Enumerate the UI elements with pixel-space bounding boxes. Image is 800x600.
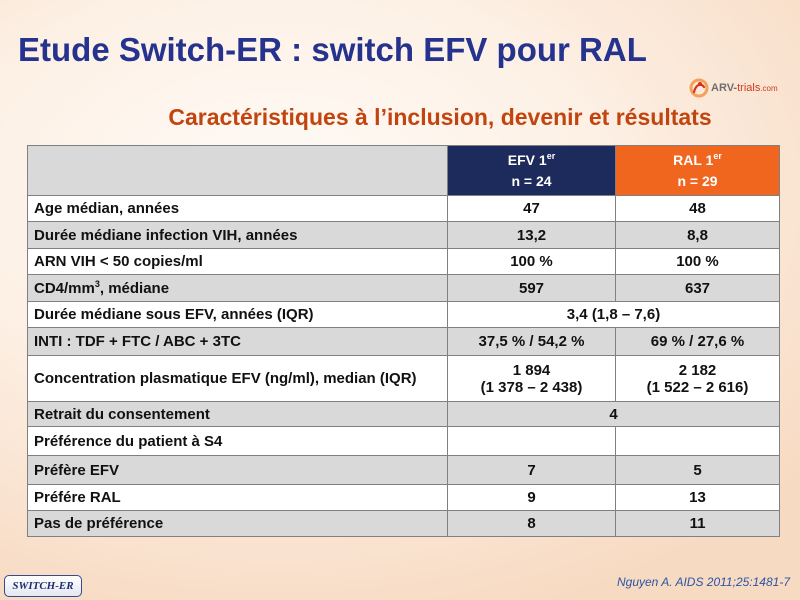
arv-trials-logo: ARV-trials.com <box>688 77 778 99</box>
ral-concentration-median: 2 182 <box>678 361 717 379</box>
efv-value-empty <box>447 426 616 456</box>
logo-wordmark: ARV-trials.com <box>711 81 778 96</box>
row-consent-withdrawal: Retrait du consentement 4 <box>27 401 780 427</box>
row-efv-concentration: Concentration plasmatique EFV (ng/ml), m… <box>27 355 780 402</box>
row-viral-load: ARN VIH < 50 copies/ml 100 % 100 % <box>27 248 780 275</box>
ral-arm-name: RAL 1 <box>673 151 714 168</box>
efv-arm-ordinal: er <box>546 150 556 161</box>
ral-concentration-cell: 2 182 (1 522 – 2 616) <box>615 355 780 402</box>
efv-value: 37,5 % / 54,2 % <box>447 327 616 356</box>
efv-concentration-iqr: (1 378 – 2 438) <box>480 378 583 396</box>
efv-value: 8 <box>447 510 616 537</box>
citation-reference: Nguyen A. AIDS 2011;25:1481-7 <box>616 575 790 589</box>
row-label: Concentration plasmatique EFV (ng/ml), m… <box>27 355 448 402</box>
merged-value: 4 <box>447 401 780 427</box>
ral-value: 100 % <box>615 248 780 275</box>
ral-value: 13 <box>615 484 780 511</box>
logo-wordmark-arv: ARV- <box>711 81 738 94</box>
row-cd4: CD4/mm3, médiane 597 637 <box>27 274 780 302</box>
slide-subtitle: Caractéristiques à l’inclusion, devenir … <box>168 104 712 130</box>
efv-arm-label: EFV 1er <box>454 150 609 171</box>
logo-wordmark-com: .com <box>760 83 778 93</box>
merged-value: 3,4 (1,8 – 7,6) <box>447 301 780 328</box>
ral-arm-count: n = 29 <box>677 172 718 189</box>
ral-value-empty <box>615 426 780 456</box>
efv-arm-count: n = 24 <box>511 172 552 189</box>
study-badge: SWITCH-ER <box>4 575 82 597</box>
row-efv-duration: Durée médiane sous EFV, années (IQR) 3,4… <box>27 301 780 328</box>
ral-arm-label: RAL 1er <box>622 150 773 171</box>
row-label: Durée médiane infection VIH, années <box>27 221 448 249</box>
cd4-label-exponent: 3 <box>94 278 100 289</box>
efv-concentration-cell: 1 894 (1 378 – 2 438) <box>447 355 616 402</box>
efv-value: 13,2 <box>447 221 616 249</box>
row-hiv-duration: Durée médiane infection VIH, années 13,2… <box>27 221 780 249</box>
row-label: Préfère EFV <box>27 455 448 485</box>
efv-value: 7 <box>447 455 616 485</box>
row-label: Age médian, années <box>27 195 448 222</box>
slide-title: Etude Switch-ER : switch EFV pour RAL <box>18 31 647 68</box>
header-cell-empty <box>27 145 448 196</box>
ral-value: 69 % / 27,6 % <box>615 327 780 356</box>
row-label: Préférence du patient à S4 <box>27 426 448 456</box>
ral-concentration-iqr: (1 522 – 2 616) <box>646 378 749 396</box>
header-cell-efv: EFV 1er n = 24 <box>447 145 616 196</box>
row-label: INTI : TDF + FTC / ABC + 3TC <box>27 327 448 356</box>
table-header-row: EFV 1er n = 24 RAL 1er n = 29 <box>27 145 780 196</box>
row-label: CD4/mm3, médiane <box>27 274 448 302</box>
row-nrti: INTI : TDF + FTC / ABC + 3TC 37,5 % / 54… <box>27 327 780 356</box>
row-label: ARN VIH < 50 copies/ml <box>27 248 448 275</box>
ral-value: 8,8 <box>615 221 780 249</box>
table-body: EFV 1er n = 24 RAL 1er n = 29 Age médian… <box>27 145 780 537</box>
efv-arm-name: EFV 1 <box>507 151 547 168</box>
row-prefers-efv: Préfère EFV 7 5 <box>27 455 780 485</box>
ral-value: 5 <box>615 455 780 485</box>
efv-value: 9 <box>447 484 616 511</box>
arv-trials-logo-icon <box>688 78 710 98</box>
row-label: Pas de préférence <box>27 510 448 537</box>
row-label: Durée médiane sous EFV, années (IQR) <box>27 301 448 328</box>
cd4-label-suffix: , médiane <box>99 279 170 297</box>
ral-value: 48 <box>615 195 780 222</box>
row-no-preference: Pas de préférence 8 11 <box>27 510 780 537</box>
row-prefers-ral: Préfére RAL 9 13 <box>27 484 780 511</box>
row-age-median: Age médian, années 47 48 <box>27 195 780 222</box>
row-label: Préfére RAL <box>27 484 448 511</box>
efv-concentration-median: 1 894 <box>512 361 551 379</box>
efv-value: 100 % <box>447 248 616 275</box>
logo-wordmark-trials: trials <box>737 81 761 94</box>
ral-arm-ordinal: er <box>713 150 722 161</box>
efv-value: 597 <box>447 274 616 302</box>
ral-value: 11 <box>615 510 780 537</box>
ral-value: 637 <box>615 274 780 302</box>
row-label: Retrait du consentement <box>27 401 448 427</box>
efv-value: 47 <box>447 195 616 222</box>
baseline-results-table: EFV 1er n = 24 RAL 1er n = 29 Age médian… <box>27 145 780 537</box>
logo-emblem-icon <box>689 78 709 98</box>
row-patient-preference: Préférence du patient à S4 <box>27 426 780 456</box>
header-cell-ral: RAL 1er n = 29 <box>615 145 780 196</box>
cd4-label-text: CD4/mm <box>34 279 95 297</box>
